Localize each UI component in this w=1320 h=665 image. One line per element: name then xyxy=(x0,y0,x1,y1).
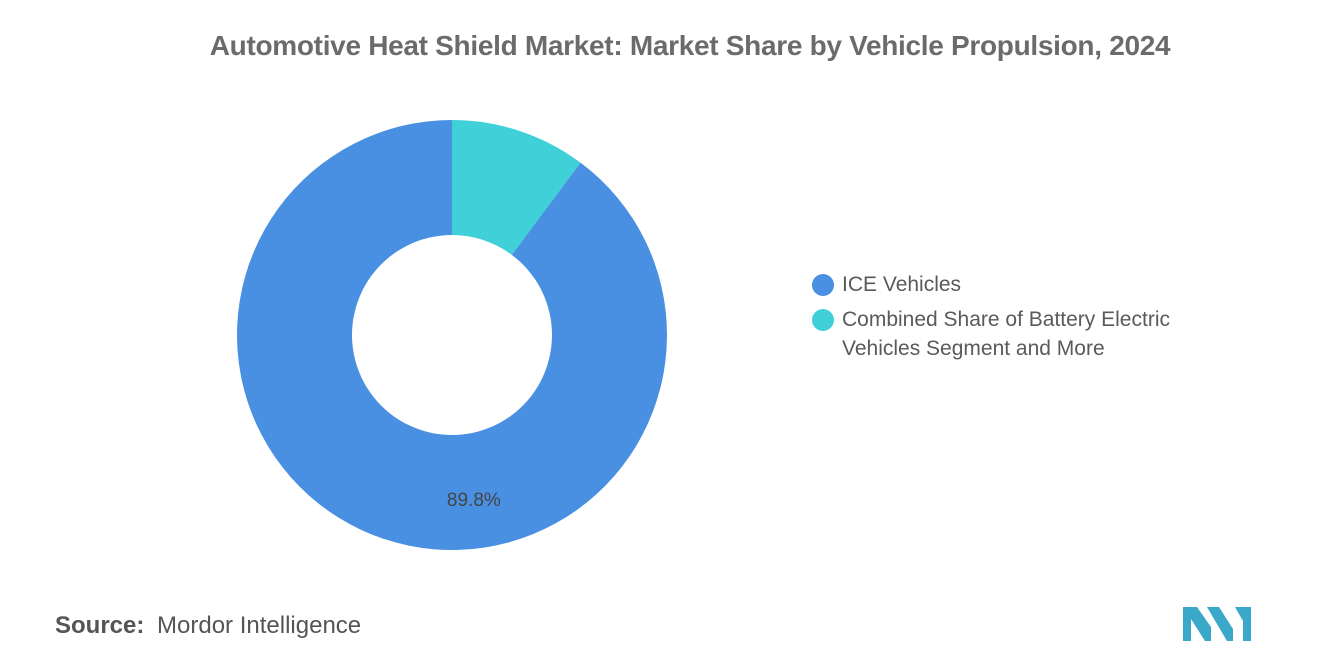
legend-item-bev[interactable]: Combined Share of Battery Electric Vehic… xyxy=(812,305,1232,363)
legend-swatch-ice xyxy=(812,274,834,296)
data-label-ice-vehicles: 89.8% xyxy=(447,490,501,511)
chart-title: Automotive Heat Shield Market: Market Sh… xyxy=(209,30,1171,61)
slice-battery-electric[interactable] xyxy=(452,120,581,255)
legend-label-ice: ICE Vehicles xyxy=(842,273,962,296)
source-value: Mordor Intelligence xyxy=(157,612,362,639)
source-label: Source: xyxy=(55,612,145,639)
legend-swatch-bev xyxy=(812,309,834,331)
source-note: Source: Mordor Intelligence xyxy=(55,612,361,640)
legend-item-ice[interactable]: ICE Vehicles xyxy=(812,270,1232,299)
slice-labels: 89.8% xyxy=(447,490,501,511)
legend-label-bev: Combined Share of Battery Electric Vehic… xyxy=(842,308,1170,360)
donut-slices xyxy=(236,120,668,550)
chart-legend: ICE Vehicles Combined Share of Battery E… xyxy=(812,270,1232,369)
slice-ice-vehicles[interactable] xyxy=(236,120,668,550)
mordor-intelligence-logo-icon xyxy=(1183,607,1251,641)
